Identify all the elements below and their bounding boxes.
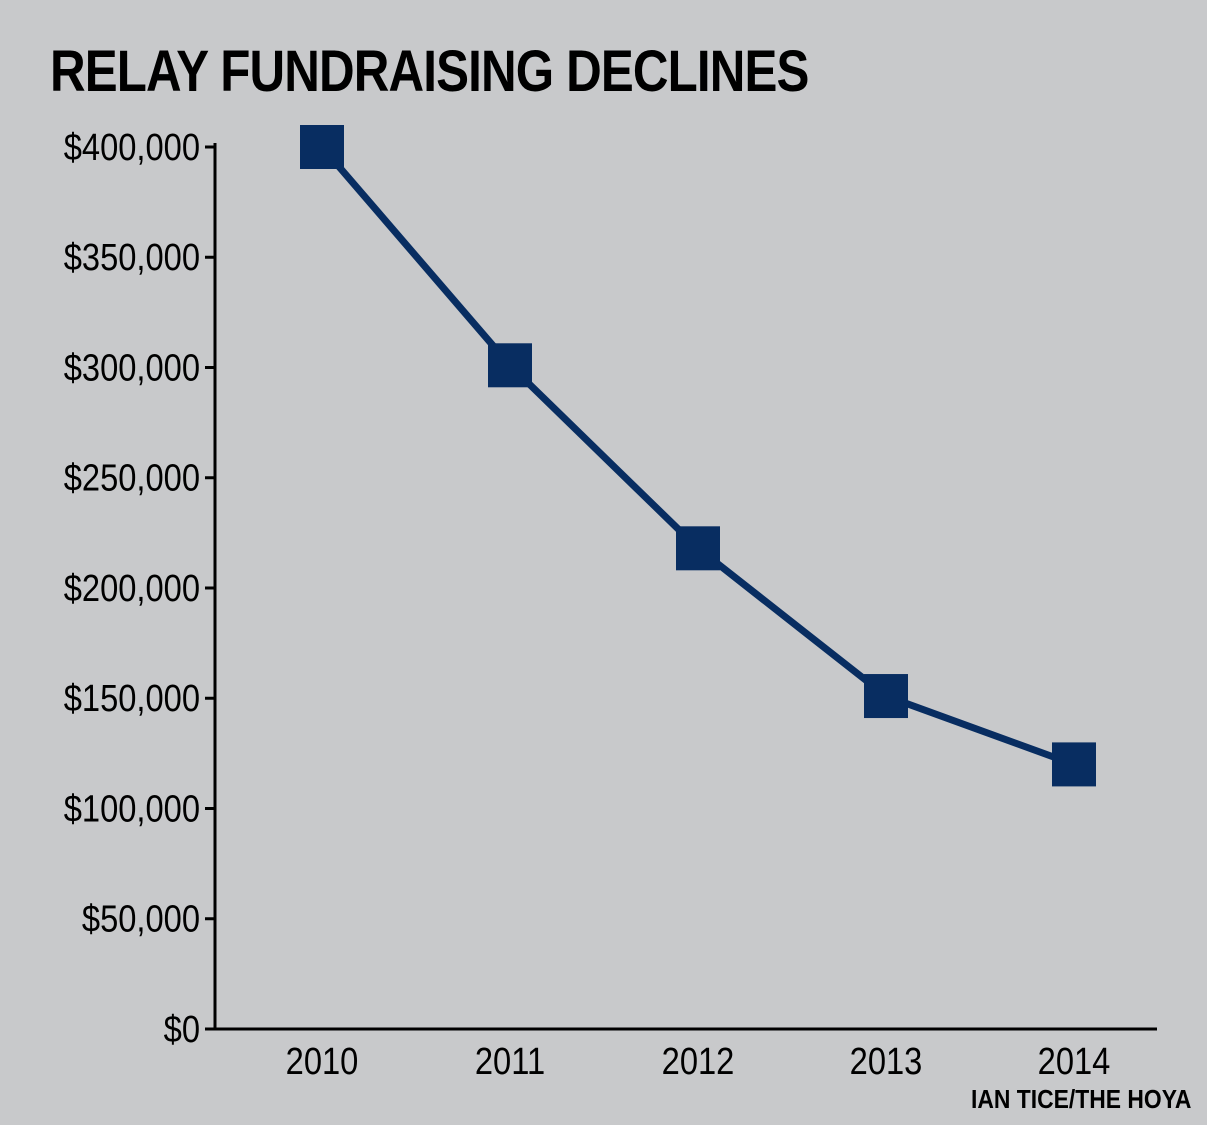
y-tick-label: $50,000 — [82, 897, 200, 940]
y-tick-label: $200,000 — [64, 567, 200, 610]
y-tick-label: $400,000 — [64, 126, 200, 169]
x-axis: 2010 2011 2012 2013 2014 — [214, 1027, 1157, 1083]
data-point-marker — [300, 125, 344, 169]
y-tick-label: $0 — [164, 1008, 200, 1051]
data-point-marker — [864, 674, 908, 719]
y-tick-label: $150,000 — [64, 677, 200, 720]
series — [300, 125, 1096, 787]
x-tick-label: 2010 — [286, 1040, 359, 1083]
y-tick-label: $100,000 — [64, 787, 200, 830]
y-tick-label: $250,000 — [64, 456, 200, 499]
x-tick-label: 2011 — [475, 1040, 545, 1083]
x-tick-label: 2013 — [850, 1040, 923, 1083]
y-tick-label: $350,000 — [64, 236, 200, 279]
y-axis: $0 $50,000 $100,000 $150,000 $200,000 $250,00… — [64, 126, 217, 1051]
data-point-marker — [1052, 742, 1096, 787]
series-line — [319, 144, 1076, 768]
data-point-marker — [488, 343, 532, 388]
x-tick-label: 2012 — [662, 1040, 735, 1083]
photo-credit: IAN TICE/THE HOYA — [970, 1084, 1191, 1114]
x-tick-label: 2014 — [1038, 1040, 1111, 1083]
data-point-marker — [676, 526, 720, 571]
y-tick-label: $300,000 — [64, 346, 200, 389]
chart-title: RELAY FUNDRAISING DECLINES — [50, 39, 809, 104]
